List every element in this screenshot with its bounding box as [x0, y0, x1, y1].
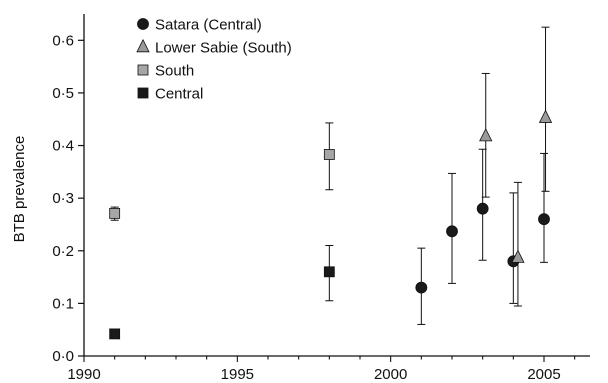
data-point: [415, 281, 428, 294]
legend-label: Satara (Central): [155, 17, 262, 34]
series-lower-sabie-south: [479, 26, 553, 307]
y-tick-label: 0·6: [52, 32, 74, 49]
y-tick-label: 0·4: [52, 138, 74, 155]
y-tick-label: 0·3: [52, 190, 74, 207]
data-point: [323, 266, 335, 278]
legend-item: South: [137, 63, 194, 80]
y-axis-label: BTB prevalence: [11, 136, 28, 243]
data-point: [538, 109, 553, 123]
data-point: [446, 225, 458, 238]
series-south: [109, 122, 335, 221]
data-point: [323, 149, 335, 160]
legend-label: Lower Sabie (South): [155, 40, 292, 57]
y-tick-label: 0·1: [52, 295, 74, 312]
axes: [83, 14, 590, 357]
series-central: [109, 245, 335, 340]
legend-marker: [137, 64, 149, 76]
series-layer: [109, 26, 553, 340]
legend-label: Central: [155, 86, 203, 103]
y-tick-label: 0·0: [52, 348, 74, 365]
x-tick-label: 2000: [374, 366, 407, 383]
legend: Satara (Central) Lower Sabie (South) South…: [136, 17, 292, 103]
legend-marker: [137, 87, 149, 99]
x-ticks: 1990 1995 2000 2005: [67, 356, 576, 383]
legend-item: Satara (Central): [137, 17, 262, 34]
x-tick-label: 1995: [221, 366, 254, 383]
data-point: [511, 249, 525, 263]
legend-item: Lower Sabie (South): [136, 38, 292, 57]
data-point: [479, 127, 493, 142]
y-ticks: 0·0 0·1 0·2 0·3 0·4 0·5 0·6: [52, 32, 84, 365]
data-point: [538, 213, 550, 226]
x-tick-label: 2005: [527, 366, 560, 383]
series-satara-central: [415, 148, 550, 325]
y-tick-label: 0·2: [52, 243, 74, 260]
legend-item: Central: [137, 86, 203, 103]
y-tick-label: 0·5: [52, 85, 74, 102]
x-tick-label: 1990: [67, 366, 100, 383]
data-point: [109, 208, 121, 219]
data-point: [476, 202, 489, 215]
legend-marker: [137, 18, 149, 30]
data-point: [109, 328, 121, 340]
legend-label: South: [155, 63, 194, 80]
legend-marker: [136, 38, 150, 53]
